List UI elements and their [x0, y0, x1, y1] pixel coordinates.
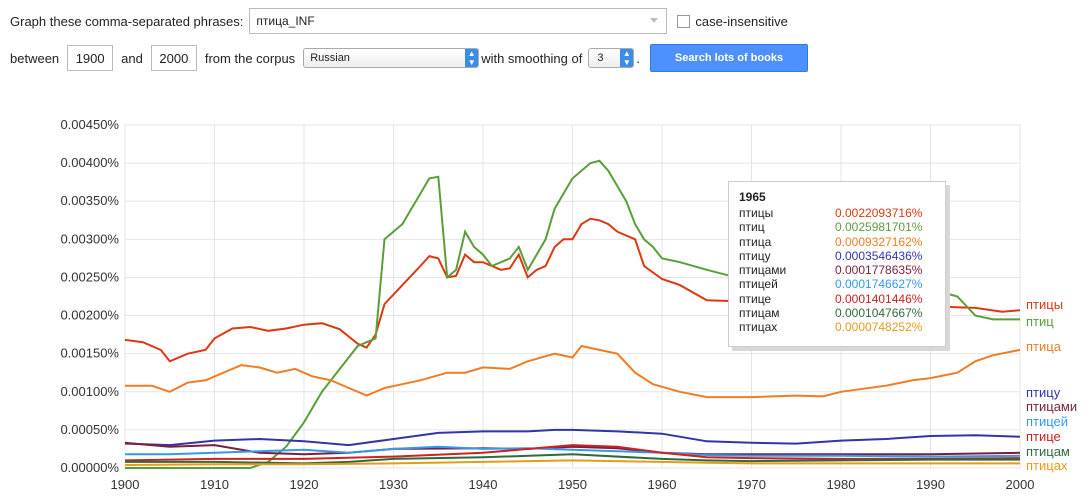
end-year-input[interactable]: 2000	[150, 45, 197, 71]
tooltip-value: 0.0000748252%	[835, 320, 923, 335]
series-label[interactable]: птиц	[1026, 314, 1054, 329]
corpus-select[interactable]: Russian ▲ ▼	[303, 48, 480, 68]
x-tick-label: 1990	[916, 477, 945, 492]
phrases-input[interactable]: птица_INF	[249, 8, 668, 34]
phrases-label: Graph these comma-separated phrases:	[10, 13, 244, 29]
smoothing-label: with smoothing of	[481, 50, 583, 66]
x-tick-label: 1940	[469, 477, 498, 492]
start-year-input[interactable]: 1900	[67, 45, 114, 71]
tooltip-row: птицах 0.0000748252%	[739, 320, 935, 334]
tooltip-word: птице	[739, 291, 772, 306]
x-tick-label: 1910	[200, 477, 229, 492]
y-tick-label: 0.00350%	[60, 193, 119, 208]
tooltip-word: птицы	[739, 206, 774, 220]
x-tick-label: 1900	[111, 477, 140, 492]
y-tick-label: 0.00000%	[60, 460, 119, 475]
y-tick-label: 0.00300%	[60, 231, 119, 246]
x-tick-label: 1980	[827, 477, 856, 492]
tooltip-row: птице 0.0001401446%	[739, 292, 935, 306]
y-tick-label: 0.00400%	[60, 155, 119, 170]
tooltip-word: птицам	[739, 306, 780, 321]
tooltip-word: птиц	[739, 220, 765, 235]
tooltip-value: 0.0025981701%	[835, 220, 923, 235]
x-tick-label: 1930	[379, 477, 408, 492]
phrases-value: птица_INF	[256, 14, 315, 28]
tooltip-row: птицами 0.0001778635%	[739, 263, 935, 277]
tooltip-value: 0.0022093716%	[835, 206, 923, 220]
smoothing-select[interactable]: 3 ▲ ▼	[588, 48, 635, 68]
y-tick-label: 0.00050%	[60, 422, 119, 437]
y-tick-label: 0.00250%	[60, 269, 119, 284]
corpus-label: from the corpus	[204, 50, 296, 66]
series-label[interactable]: птицами	[1026, 399, 1078, 414]
y-tick-label: 0.00200%	[60, 308, 119, 323]
tooltip-word: птицах	[739, 320, 778, 335]
y-tick-label: 0.00150%	[60, 346, 119, 361]
tooltip-row: птицам 0.0001047667%	[739, 306, 935, 320]
tooltip-word: птицами	[739, 263, 787, 278]
dropdown-caret-icon[interactable]	[650, 18, 659, 23]
series-label[interactable]: птицей	[1026, 414, 1069, 429]
tooltip-word: птицу	[739, 248, 771, 263]
series-line-птицей	[125, 445, 1021, 458]
tooltip-row: птицу 0.0003546436%	[739, 249, 935, 263]
x-tick-label: 2000	[1006, 477, 1035, 492]
tooltip-word: птица	[739, 234, 772, 249]
tooltip-value: 0.0001047667%	[835, 306, 923, 321]
between-label: between	[10, 50, 60, 66]
series-label[interactable]: птицах	[1026, 458, 1068, 473]
tooltip-year: 1965	[739, 190, 766, 204]
series-line-птицу	[124, 428, 1021, 447]
series-line-птицах	[124, 459, 1020, 466]
options-row: between 1900 and 2000 from the corpus Ru…	[10, 44, 808, 72]
series-line-птице	[124, 444, 1021, 462]
tooltip-row: птицы 0.0022093716%	[739, 206, 935, 220]
hover-tooltip: 1965 птицы 0.0022093716% птиц 0.0025981701%…	[728, 181, 946, 347]
case-insensitive-label: case-insensitive	[695, 13, 788, 29]
tooltip-value: 0.0001746627%	[835, 277, 923, 292]
series-line-птица	[125, 344, 1021, 399]
series-line-птицы	[124, 217, 1021, 363]
select-arrows-icon: ▲ ▼	[620, 49, 634, 67]
tooltip-value: 0.0003546436%	[835, 248, 923, 263]
series-label[interactable]: птица	[1026, 339, 1061, 354]
case-insensitive-checkbox[interactable]	[677, 14, 691, 28]
tooltip-word: птицей	[739, 277, 778, 292]
series-label[interactable]: птицам	[1026, 444, 1070, 459]
smoothing-value: 3	[597, 52, 604, 64]
series-label[interactable]: птицу	[1026, 385, 1061, 400]
y-tick-label: 0.00100%	[60, 384, 119, 399]
x-tick-label: 1960	[648, 477, 677, 492]
select-arrows-icon: ▲ ▼	[465, 49, 479, 67]
series-label[interactable]: птицы	[1026, 297, 1064, 312]
tooltip-row: птицей 0.0001746627%	[739, 277, 935, 291]
x-tick-label: 1970	[737, 477, 766, 492]
series-label[interactable]: птице	[1026, 429, 1061, 444]
period-text: .	[636, 50, 640, 66]
query-row: Graph these comma-separated phrases: пти…	[10, 8, 788, 34]
search-button[interactable]: Search lots of books	[649, 44, 808, 72]
tooltip-value: 0.0001401446%	[835, 291, 923, 306]
x-tick-label: 1920	[290, 477, 319, 492]
and-label: and	[121, 50, 143, 66]
tooltip-value: 0.0009327162%	[835, 234, 923, 249]
corpus-value: Russian	[310, 52, 350, 64]
y-tick-label: 0.00450%	[60, 117, 119, 132]
tooltip-row: птица 0.0009327162%	[739, 235, 935, 249]
tooltip-value: 0.0001778635%	[835, 263, 923, 278]
tooltip-row: птиц 0.0025981701%	[739, 220, 935, 234]
x-tick-label: 1950	[558, 477, 587, 492]
